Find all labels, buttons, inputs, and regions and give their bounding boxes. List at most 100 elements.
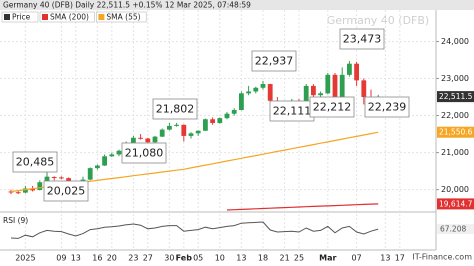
candle-body [159, 129, 165, 137]
candle-body [318, 93, 323, 96]
candle-body [332, 74, 338, 98]
price-badge-label: 19,614.7 [439, 199, 473, 208]
x-tick-label: 21 [280, 254, 290, 263]
x-tick-label: 2025 [15, 254, 35, 263]
source: IT-Finance.com [412, 253, 472, 262]
candle-body [59, 177, 64, 179]
annotation-label: 21,080 [125, 147, 164, 160]
candle-body [267, 84, 273, 101]
legend-swatch [42, 14, 48, 20]
candle-body [181, 124, 187, 136]
candle-body [260, 84, 266, 88]
candle-body [339, 74, 345, 98]
annotation-box [12, 151, 58, 173]
annotation-label: 22,111 [273, 105, 312, 118]
legend-label: SMA (55) [106, 13, 140, 22]
legend-box [96, 11, 147, 23]
y-tick-label: 20,000 [441, 185, 469, 194]
x-tick-label: 17 [395, 254, 405, 263]
candle-body [239, 93, 244, 110]
x-tick-label: 16 [92, 254, 102, 263]
candle-body [188, 133, 194, 136]
candle-body [138, 137, 143, 139]
annotation-box [251, 50, 297, 72]
x-tick-label: 13 [236, 254, 246, 263]
annotation-label: 22,937 [255, 55, 294, 68]
candle-body [87, 168, 93, 180]
candle-body [37, 182, 43, 190]
candle-body [167, 125, 172, 130]
annotation-label: 21,802 [156, 103, 195, 116]
candle-body [152, 136, 158, 143]
x-tick-label: 23 [128, 254, 138, 263]
price-badge-label: 22,511.5 [439, 92, 473, 101]
y-tick-label: 24,000 [441, 37, 469, 46]
candle-body [203, 119, 208, 131]
sma-line [226, 203, 379, 211]
candle-body [44, 176, 50, 183]
candle-body [325, 74, 331, 94]
price-badge [437, 198, 474, 210]
candle-body [224, 113, 230, 119]
x-tick-label: 09 [56, 254, 66, 263]
x-tick-label: Mar [319, 254, 336, 263]
price-badge [437, 91, 474, 103]
header-bar [0, 0, 474, 10]
candle-body [116, 150, 122, 155]
x-tick-label: 20 [107, 254, 117, 263]
rsi-badge [437, 224, 474, 235]
candle-body [145, 138, 151, 143]
y-tick-label: 22,000 [441, 111, 469, 120]
candle-body [95, 165, 100, 169]
x-tick-label: 25 [294, 254, 304, 263]
annotation-label: 22,239 [368, 101, 407, 114]
candle-body [231, 110, 237, 114]
annotation-box [152, 98, 198, 120]
candle-body [30, 188, 35, 191]
legend-box [39, 11, 95, 23]
x-tick-label: 13 [71, 254, 81, 263]
candle-body [354, 63, 359, 81]
annotation-label: 20,025 [47, 185, 86, 198]
candle-body [109, 154, 115, 157]
candle-body [195, 130, 201, 134]
x-tick-label: Feb [176, 254, 193, 263]
candle-body [51, 177, 57, 179]
price-badge-label: 21,550.6 [439, 128, 473, 137]
x-tick-label: 10 [215, 254, 225, 263]
annotation-box [309, 96, 355, 118]
candle-body [66, 178, 71, 182]
annotation-box [121, 142, 167, 164]
x-tick-label: 07 [352, 254, 362, 263]
candle-body [23, 188, 28, 193]
annotation-label: 20,485 [16, 156, 55, 169]
legend-swatch [4, 14, 10, 20]
x-tick-label: 13 [380, 254, 390, 263]
annotation-box [364, 96, 410, 118]
candle-body [8, 191, 14, 193]
annotation-label: 23,473 [343, 33, 382, 46]
candle-body [311, 85, 316, 96]
annotation-label: 22,212 [313, 101, 352, 114]
candle-body [253, 87, 259, 92]
candle-body [210, 119, 215, 123]
rsi-line [10, 221, 379, 239]
legend-label: SMA (200) [50, 13, 89, 22]
price-badge [437, 126, 474, 138]
legend-swatch [98, 14, 105, 20]
candle-body [246, 91, 251, 94]
annotation-box [339, 28, 385, 50]
x-tick-label: 05 [193, 254, 203, 263]
candle-body [217, 118, 223, 123]
annotation-box [43, 180, 89, 202]
candle-body [131, 137, 136, 144]
x-tick-label: 27 [143, 254, 153, 263]
x-tick-label: 30 [164, 254, 174, 263]
chart-title: Germany 40 (DFB) Daily 22,511.5 +0.15% 1… [3, 1, 251, 10]
candle-body [361, 80, 367, 98]
watermark: Germany 40 (DFB) [327, 14, 429, 27]
x-tick-label: 18 [258, 254, 268, 263]
